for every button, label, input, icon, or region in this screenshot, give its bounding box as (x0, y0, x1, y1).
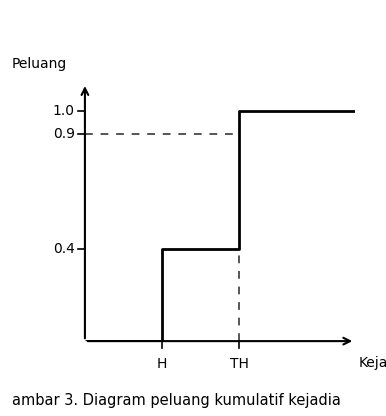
Text: 0.4: 0.4 (53, 242, 75, 256)
Text: Peluang: Peluang (12, 57, 67, 71)
Text: TH: TH (230, 357, 249, 371)
Text: ambar 3. Diagram peluang kumulatif kejadia: ambar 3. Diagram peluang kumulatif kejad… (12, 393, 340, 408)
Text: 1.0: 1.0 (53, 104, 75, 118)
Text: H: H (157, 357, 167, 371)
Text: Kejadian: Kejadian (359, 356, 386, 370)
Text: 0.9: 0.9 (53, 127, 75, 141)
